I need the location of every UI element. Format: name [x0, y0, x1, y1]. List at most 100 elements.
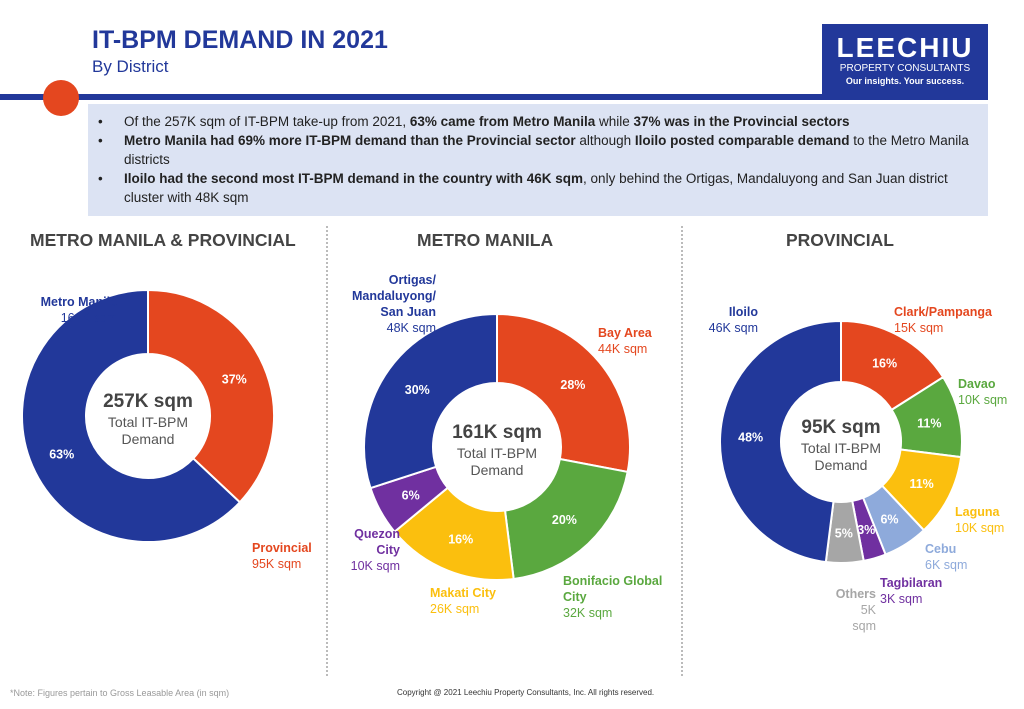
slice-percent-label: 37% — [222, 373, 247, 387]
accent-dot — [43, 80, 79, 116]
slice-name: Makati City — [430, 586, 496, 600]
slice-label: Quezon City 10K sqm — [350, 526, 400, 574]
slice-name: Cebu — [925, 542, 957, 556]
slice-name: Bay Area — [598, 326, 652, 340]
copyright: Copyright @ 2021 Leechiu Property Consul… — [397, 688, 655, 697]
slice-percent-label: 16% — [872, 357, 897, 371]
center-total: 95K sqm — [801, 417, 881, 438]
section-divider — [681, 226, 683, 676]
slice-percent-label: 30% — [405, 383, 430, 397]
slice-label: Davao 10K sqm — [958, 376, 1007, 408]
center-total: 257K sqm — [103, 391, 193, 412]
slice-label: Cebu 6K sqm — [925, 541, 967, 573]
bullet-text: 37% was in the Provincial sectors — [633, 114, 850, 129]
slice-value: 15K sqm — [894, 321, 944, 335]
donut-slice — [363, 312, 498, 490]
slice-value: 10K sqm — [958, 393, 1008, 407]
slice-label: Iloilo 46K sqm — [708, 304, 758, 336]
slice-percent-label: 11% — [917, 416, 941, 430]
slice-value: 3K sqm — [880, 592, 923, 606]
slice-value: 95K sqm — [252, 557, 302, 571]
slice-name: Provincial — [252, 541, 312, 555]
slice-name: Clark/Pampanga — [894, 305, 992, 319]
bullet-item: Of the 257K sqm of IT-BPM take-up from 2… — [98, 112, 976, 131]
slice-label: Bonifacio Global City 32K sqm — [563, 573, 673, 621]
slice-label: Clark/Pampanga 15K sqm — [894, 304, 992, 336]
section-divider — [326, 226, 328, 676]
donut-center-label: 257K sqm Total IT-BPM Demand — [88, 390, 208, 448]
slice-value: 44K sqm — [598, 342, 648, 356]
page-subtitle: By District — [92, 57, 169, 76]
bullet-text: while — [595, 114, 634, 129]
bullet-text: Iloilo had the second most IT-BPM demand… — [124, 171, 584, 186]
slice-name: Tagbilaran — [880, 576, 943, 590]
slice-name: Others — [835, 587, 876, 601]
slice-name: Iloilo — [728, 305, 758, 319]
slice-name: Davao — [958, 377, 996, 391]
donut-slice — [503, 457, 629, 581]
slice-label: Laguna 10K sqm — [955, 504, 1004, 536]
center-caption: Total IT-BPM Demand — [456, 445, 538, 478]
logo-tagline: Our insights. Your success. — [845, 76, 965, 86]
center-total: 161K sqm — [452, 422, 542, 443]
donut-slice — [147, 288, 275, 504]
slice-value: 26K sqm — [430, 602, 480, 616]
page-title: IT-BPM DEMAND IN 2021 — [92, 26, 388, 54]
slice-label: Provincial 95K sqm — [252, 540, 312, 572]
slice-name: Quezon City — [354, 527, 400, 557]
section-title-provincial: PROVINCIAL — [786, 230, 894, 250]
bullet-text: Of the 257K sqm of IT-BPM take-up from 2… — [124, 114, 410, 129]
company-logo: LEECHIU PROPERTY CONSULTANTS Our insight… — [822, 24, 988, 99]
footnote: *Note: Figures pertain to Gross Leasable… — [10, 688, 230, 698]
donut-slice — [719, 319, 842, 564]
slice-value: 46K sqm — [708, 321, 758, 335]
bullet-item: Iloilo had the second most IT-BPM demand… — [98, 169, 976, 207]
slice-value: 10K sqm — [350, 559, 400, 573]
slice-value: 10K sqm — [955, 521, 1005, 535]
bullet-item: Metro Manila had 69% more IT-BPM demand … — [98, 131, 976, 169]
bullet-text: to the Metro Manila districts — [124, 133, 969, 167]
slice-name: Bonifacio Global City — [563, 574, 663, 604]
logo-name: LEECHIU — [836, 32, 974, 63]
slice-percent-label: 28% — [560, 378, 585, 392]
slice-label: Others 5K sqm — [834, 586, 876, 634]
donut-center-label: 95K sqm Total IT-BPM Demand — [781, 416, 901, 474]
slice-percent-label: 6% — [880, 512, 898, 526]
slice-label: Bay Area 44K sqm — [598, 325, 652, 357]
bullet-text: although — [575, 133, 635, 148]
slice-value: 5K sqm — [852, 603, 876, 633]
header-rule — [0, 94, 988, 100]
bullet-text: Iloilo posted comparable demand — [634, 133, 850, 148]
slice-label: Tagbilaran 3K sqm — [880, 575, 942, 607]
logo-subline: PROPERTY CONSULTANTS — [839, 63, 971, 74]
slice-percent-label: 16% — [448, 533, 473, 547]
donut-slice — [496, 312, 631, 474]
slice-name: Ortigas/ Mandaluyong/ San Juan — [351, 273, 436, 319]
slice-label: Ortigas/ Mandaluyong/ San Juan 48K sqm — [340, 272, 436, 336]
slice-percent-label: 6% — [402, 488, 420, 502]
summary-bullets: Of the 257K sqm of IT-BPM take-up from 2… — [88, 104, 988, 216]
bullet-text: 63% came from Metro Manila — [409, 114, 596, 129]
bullet-text: , only behind the Ortigas, Mandaluyong a… — [124, 171, 948, 205]
slice-percent-label: 3% — [857, 523, 875, 537]
slice-percent-label: 11% — [909, 477, 933, 491]
section-title-metro-provincial: METRO MANILA & PROVINCIAL — [30, 230, 296, 250]
slice-name: Metro Manila — [40, 295, 117, 309]
bullet-text: Metro Manila had 69% more IT-BPM demand … — [124, 133, 576, 148]
donut-center-label: 161K sqm Total IT-BPM Demand — [437, 421, 557, 479]
slice-percent-label: 5% — [835, 526, 853, 540]
donut-slice — [21, 288, 242, 543]
slice-name: Laguna — [955, 505, 1000, 519]
slice-percent-label: 20% — [552, 513, 577, 527]
slice-percent-label: 63% — [49, 447, 74, 461]
section-title-metro-manila: METRO MANILA — [417, 230, 554, 250]
slice-percent-label: 48% — [738, 430, 763, 444]
center-caption: Total IT-BPM Demand — [107, 414, 189, 447]
slice-label: Makati City 26K sqm — [430, 585, 496, 617]
slice-value: 6K sqm — [925, 558, 968, 572]
slice-label: Metro Manila 161K sqm — [32, 294, 117, 326]
slice-value: 32K sqm — [563, 606, 613, 620]
center-caption: Total IT-BPM Demand — [800, 440, 882, 473]
slice-value: 48K sqm — [386, 321, 436, 335]
